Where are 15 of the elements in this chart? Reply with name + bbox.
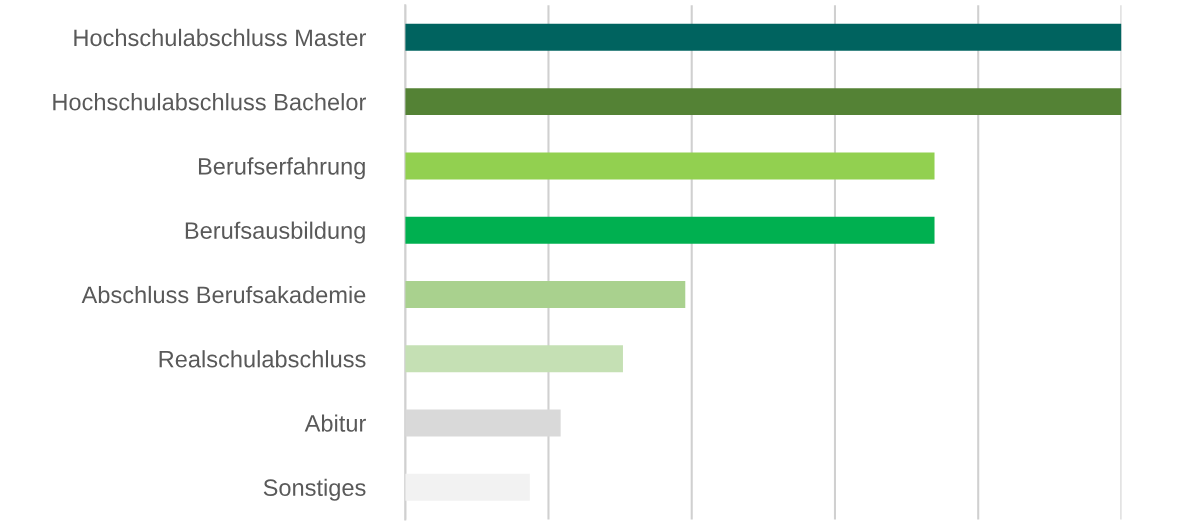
y-tick-label: Berufserfahrung	[198, 157, 365, 180]
bar	[405, 152, 935, 180]
bar	[405, 473, 530, 501]
bar	[405, 345, 623, 373]
y-tick-label: Berufsausbildung	[185, 221, 365, 244]
y-tick-label: Abschluss Berufsakademie	[81, 285, 366, 304]
bar	[405, 23, 1122, 51]
y-tick-label: Hochschulabschluss Bachelor	[53, 93, 366, 111]
y-tick-label: Hochschulabschluss Master	[74, 28, 366, 47]
bar	[405, 88, 1122, 116]
y-tick-label: Abitur	[304, 414, 366, 432]
bar	[405, 216, 935, 244]
bar	[405, 280, 686, 308]
y-tick-label: Sonstiges	[263, 478, 366, 501]
y-tick-label: Realschulabschluss	[159, 350, 366, 368]
